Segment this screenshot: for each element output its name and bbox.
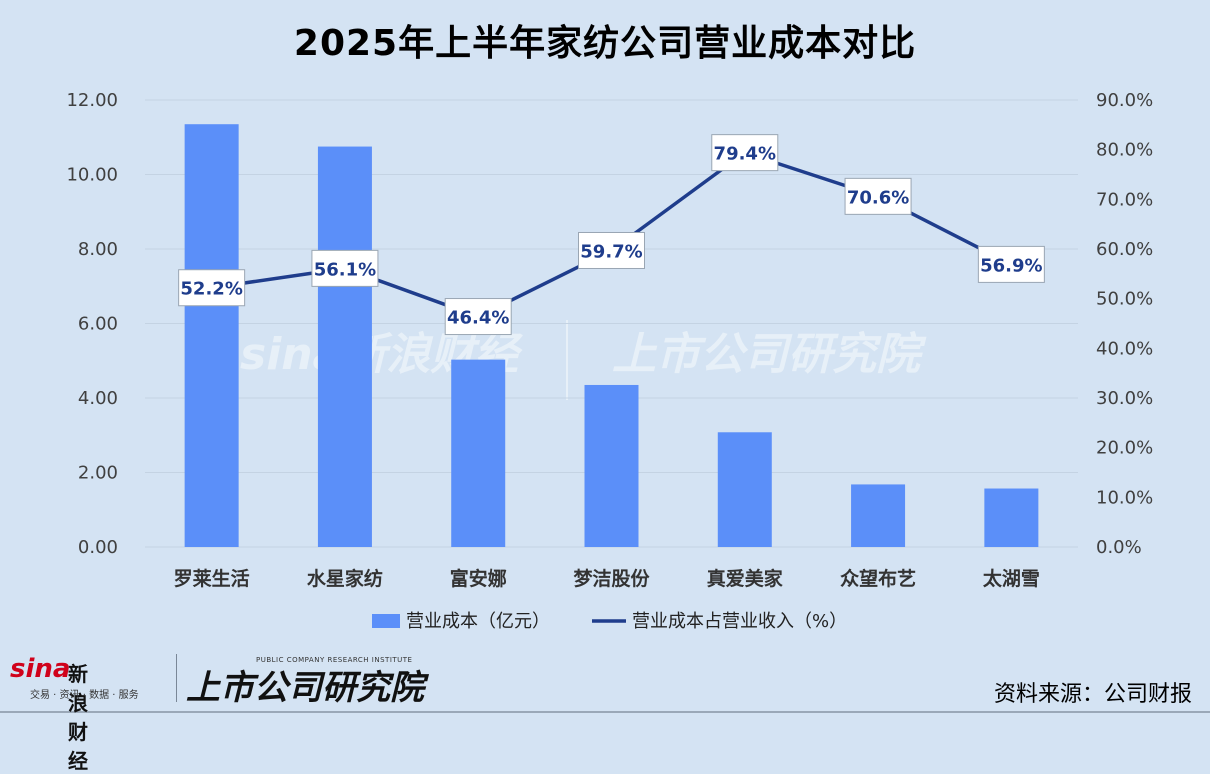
x-axis: 罗莱生活 水星家纺 富安娜 梦洁股份 真爱美家 众望布艺 太湖雪	[174, 567, 1040, 590]
y-right-tick-label: 70.0%	[1096, 189, 1153, 210]
bar	[184, 124, 239, 548]
y-right-tick-label: 20.0%	[1096, 438, 1153, 459]
y-right-tick-label: 10.0%	[1096, 487, 1153, 508]
y-right-tick-label: 30.0%	[1096, 388, 1153, 409]
x-tick-label: 水星家纺	[307, 567, 383, 590]
legend-bar-swatch	[372, 614, 400, 628]
x-tick-label: 真爱美家	[707, 567, 784, 590]
x-tick-label: 太湖雪	[983, 567, 1040, 590]
chart-canvas: 52.2% 56.1% 46.4% 59.7% 79.4% 70.6% 56.9% 0.00…	[66, 90, 1153, 632]
y-left-tick-label: 8.00	[78, 239, 118, 260]
logo-separator	[176, 654, 177, 702]
x-tick-label: 梦洁股份	[573, 567, 650, 590]
x-tick-label: 众望布艺	[840, 567, 916, 590]
y-right-tick-label: 0.0%	[1096, 537, 1142, 558]
line-data-labels: 52.2% 56.1% 46.4% 59.7% 79.4% 70.6% 56.9%	[178, 134, 1045, 336]
bar	[451, 359, 506, 547]
bar	[851, 484, 906, 547]
y-axis-left: 0.00 2.00 4.00 6.00 8.00 10.00 12.00	[66, 90, 118, 558]
data-source: 资料来源：公司财报	[993, 682, 1192, 707]
y-right-tick-label: 90.0%	[1096, 90, 1153, 111]
footer-divider	[0, 711, 1210, 713]
data-label-box	[977, 245, 1045, 283]
legend-line-label: 营业成本占营业收入（%）	[632, 611, 847, 632]
sina-cn-name: 新浪财经	[68, 662, 88, 773]
y-axis-right: 0.0% 10.0% 20.0% 30.0% 40.0% 50.0% 60.0% 70.0% 8…	[1096, 90, 1153, 558]
y-left-tick-label: 4.00	[78, 388, 118, 409]
data-label: 56.1%	[314, 259, 376, 280]
y-left-tick-label: 12.00	[66, 90, 118, 111]
y-right-tick-label: 40.0%	[1096, 338, 1153, 359]
data-label-box	[578, 231, 645, 269]
data-label-box	[178, 269, 246, 307]
x-tick-label: 罗莱生活	[174, 567, 250, 590]
bar-series	[184, 124, 1039, 548]
y-left-tick-label: 0.00	[78, 537, 118, 558]
y-right-tick-label: 60.0%	[1096, 239, 1153, 260]
institute-en-name: PUBLIC COMPANY RESEARCH INSTITUTE	[256, 656, 413, 664]
bar	[717, 432, 772, 547]
bar	[984, 488, 1039, 547]
bar	[584, 384, 639, 547]
data-label: 79.4%	[714, 144, 776, 165]
data-label: 52.2%	[180, 279, 242, 300]
data-label: 46.4%	[447, 308, 509, 329]
bar	[317, 146, 372, 547]
watermark-separator	[566, 320, 568, 400]
sina-tagline: 交易 · 资讯 · 数据 · 服务	[30, 690, 139, 701]
y-right-tick-label: 80.0%	[1096, 140, 1153, 161]
institute-cn-name: 上市公司研究院	[186, 668, 424, 708]
y-right-tick-label: 50.0%	[1096, 289, 1153, 310]
data-label: 59.7%	[580, 241, 642, 262]
x-tick-label: 富安娜	[450, 567, 507, 590]
legend: 营业成本（亿元） 营业成本占营业收入（%）	[372, 611, 847, 632]
legend-bar-label: 营业成本（亿元）	[406, 611, 550, 632]
sina-wordmark: sina	[10, 654, 71, 684]
data-label-box	[711, 134, 779, 172]
y-left-tick-label: 6.00	[78, 314, 118, 335]
y-left-tick-label: 2.00	[78, 463, 118, 484]
data-label-box	[444, 298, 512, 336]
y-left-tick-label: 10.00	[66, 165, 118, 186]
data-label-box	[844, 177, 912, 215]
data-label: 56.9%	[980, 255, 1042, 276]
chart-title: 2025年上半年家纺公司营业成本对比	[293, 23, 917, 64]
data-label-box	[311, 249, 379, 287]
data-label: 70.6%	[847, 187, 909, 208]
